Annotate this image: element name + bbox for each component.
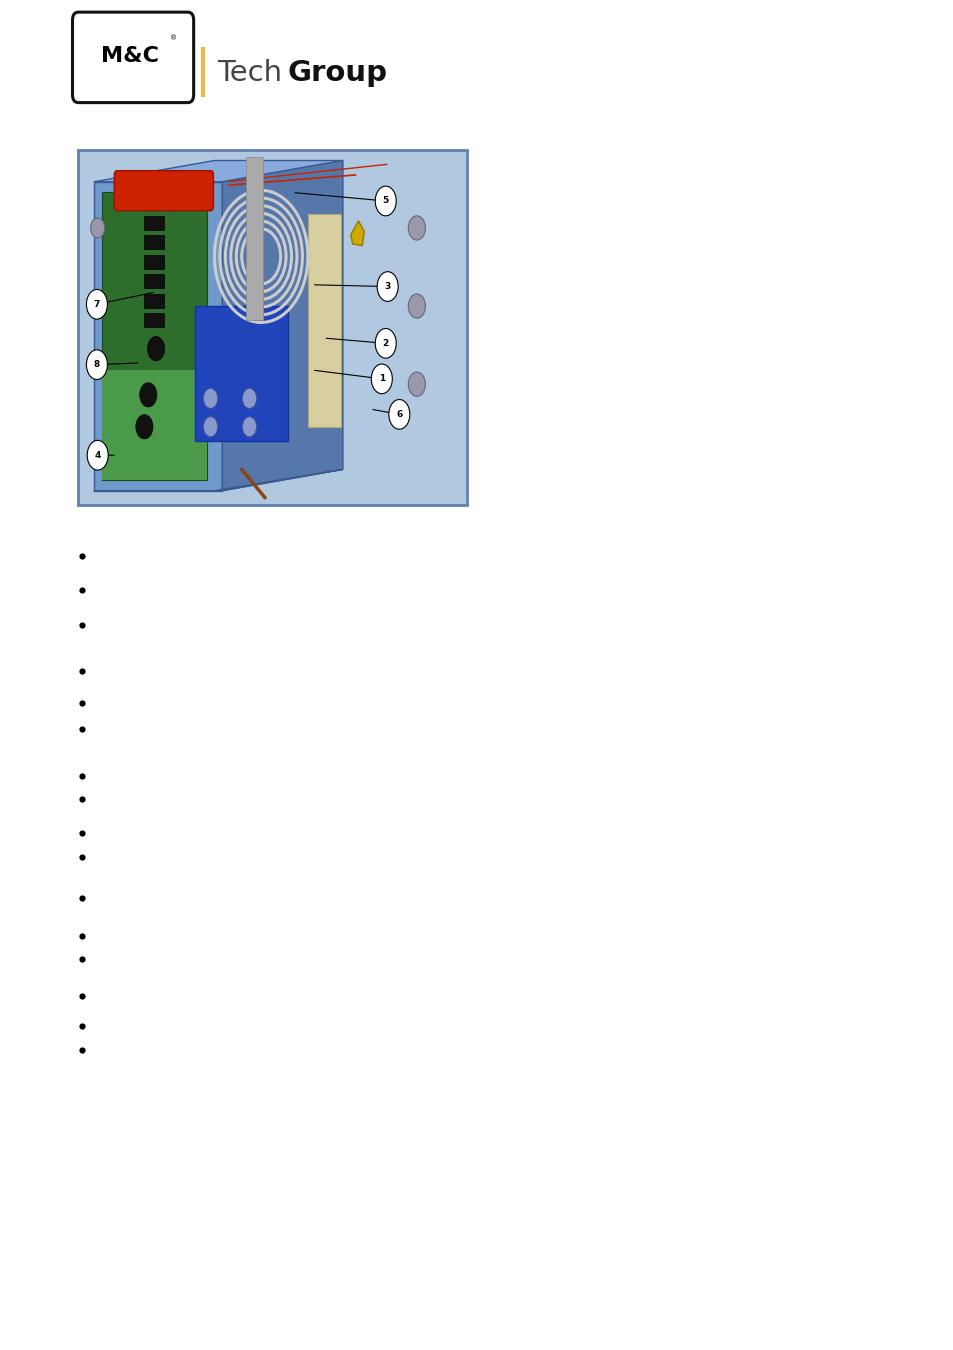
- Circle shape: [389, 400, 410, 429]
- Circle shape: [375, 186, 395, 216]
- Polygon shape: [93, 161, 342, 182]
- Polygon shape: [93, 182, 222, 490]
- Bar: [144, 216, 164, 230]
- Text: 8: 8: [93, 360, 100, 369]
- Bar: [78, 150, 467, 505]
- Circle shape: [203, 417, 217, 436]
- Polygon shape: [222, 161, 342, 490]
- Text: 7: 7: [93, 300, 100, 309]
- Text: 2: 2: [382, 339, 389, 348]
- Bar: [144, 294, 164, 308]
- Circle shape: [135, 414, 152, 439]
- Circle shape: [408, 373, 425, 397]
- Circle shape: [91, 441, 105, 462]
- Polygon shape: [101, 193, 207, 481]
- Bar: [144, 274, 164, 289]
- FancyBboxPatch shape: [72, 12, 193, 103]
- Polygon shape: [351, 221, 364, 246]
- Bar: [194, 306, 288, 441]
- Text: Tech: Tech: [217, 59, 282, 86]
- Circle shape: [408, 216, 425, 240]
- Bar: [144, 313, 164, 327]
- Circle shape: [242, 417, 256, 436]
- Circle shape: [376, 271, 397, 301]
- Text: ®: ®: [170, 35, 177, 40]
- Circle shape: [408, 294, 425, 319]
- Circle shape: [148, 336, 165, 360]
- Text: Group: Group: [287, 59, 387, 86]
- Circle shape: [87, 440, 108, 470]
- Text: 3: 3: [384, 282, 391, 292]
- Text: 5: 5: [382, 197, 389, 205]
- Bar: [245, 157, 263, 320]
- Circle shape: [87, 289, 108, 319]
- Circle shape: [375, 328, 395, 358]
- FancyBboxPatch shape: [114, 170, 213, 211]
- Circle shape: [242, 389, 256, 408]
- Polygon shape: [93, 470, 342, 490]
- Circle shape: [91, 219, 105, 238]
- Circle shape: [371, 364, 392, 394]
- Circle shape: [139, 382, 156, 406]
- Circle shape: [87, 350, 108, 379]
- Bar: [144, 255, 164, 269]
- Text: M&C: M&C: [101, 46, 158, 66]
- Bar: [308, 213, 340, 427]
- Bar: [144, 235, 164, 250]
- Text: 6: 6: [395, 410, 402, 418]
- Text: 4: 4: [94, 451, 101, 460]
- Polygon shape: [101, 370, 207, 481]
- Circle shape: [203, 389, 217, 408]
- Text: 1: 1: [378, 374, 385, 383]
